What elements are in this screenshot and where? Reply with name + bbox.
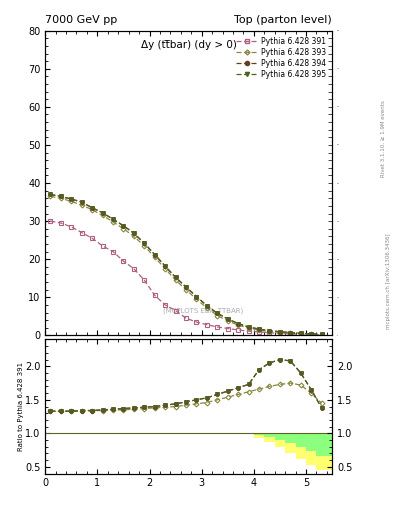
- Text: (MCPLOTS EBA_TTBAR): (MCPLOTS EBA_TTBAR): [163, 308, 243, 314]
- Text: Top (parton level): Top (parton level): [234, 14, 332, 25]
- Y-axis label: Ratio to Pythia 6.428 391: Ratio to Pythia 6.428 391: [18, 362, 24, 451]
- Text: Rivet 3.1.10, ≥ 1.9M events: Rivet 3.1.10, ≥ 1.9M events: [381, 100, 386, 177]
- Legend: Pythia 6.428 391, Pythia 6.428 393, Pythia 6.428 394, Pythia 6.428 395: Pythia 6.428 391, Pythia 6.428 393, Pyth…: [234, 34, 328, 81]
- Text: Δy (tt̅bar) (dy > 0): Δy (tt̅bar) (dy > 0): [141, 40, 237, 50]
- Text: mcplots.cern.ch [arXiv:1306.3436]: mcplots.cern.ch [arXiv:1306.3436]: [386, 234, 391, 329]
- Text: 7000 GeV pp: 7000 GeV pp: [45, 14, 118, 25]
